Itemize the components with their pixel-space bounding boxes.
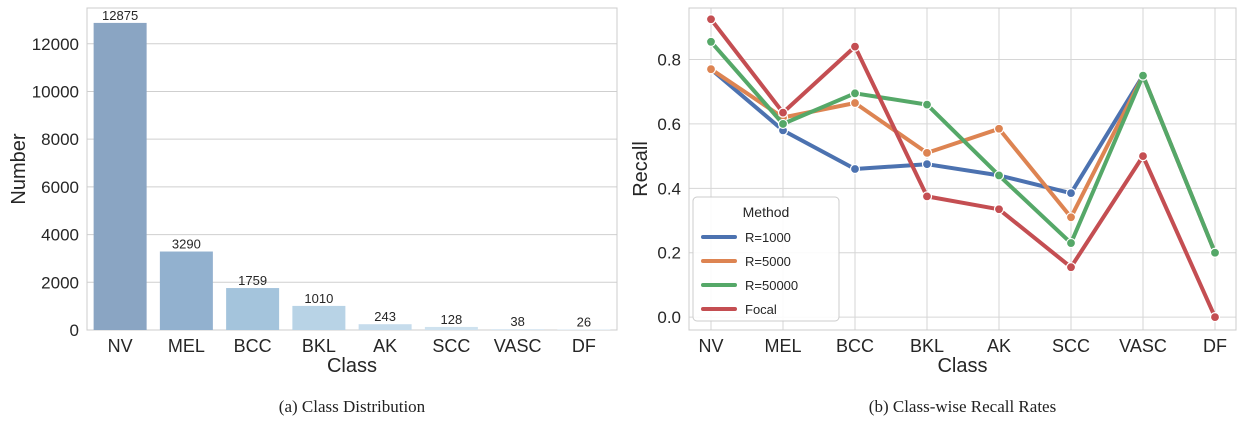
data-point [777,107,789,118]
data-point [849,41,861,52]
y-tick-label: 0.6 [657,115,681,134]
y-tick-label: 0.2 [657,244,681,263]
y-tick-label: 0 [70,321,79,340]
y-tick-label: 6000 [41,178,79,197]
x-axis-label: Class [937,355,987,377]
x-tick-label: NV [698,336,723,356]
data-point [993,204,1005,215]
data-point [1209,312,1221,323]
x-tick-label: DF [572,336,596,356]
bar-value-label: 3290 [172,237,201,252]
plot-frame [86,7,618,331]
data-point [1065,212,1077,223]
series-line [709,39,1217,255]
data-point [921,191,933,202]
data-point [849,97,861,109]
data-point [921,147,933,158]
data-point [705,64,717,75]
x-tick-label: AK [373,336,397,356]
bar [159,251,213,330]
data-point [1065,262,1077,273]
data-point [1065,188,1077,199]
x-tick-label: MEL [764,336,801,356]
y-axis-label: Recall [630,141,652,197]
bar-value-label: 1759 [238,273,267,288]
y-tick-label: 10000 [32,82,79,101]
class-distribution-chart: 0 2000 4000 6000 8000 10000 12000 12875 NV 3290 ME… [8,7,618,416]
x-tick-label: VASC [1119,336,1167,356]
bar [292,305,346,330]
x-tick-label: VASC [494,336,542,356]
x-tick-label: SCC [432,336,470,356]
bar [557,329,611,330]
data-point [1209,247,1221,258]
data-point [993,170,1005,181]
legend-entry: R=5000 [745,254,791,269]
x-tick-label: MEL [168,336,205,356]
data-point [1137,151,1149,162]
y-tick-label: 8000 [41,130,79,149]
x-tick-label: NV [108,336,133,356]
data-point [921,159,933,170]
x-tick-label: BKL [302,336,336,356]
y-tick-label: 0.8 [657,51,681,70]
x-tick-label: BCC [836,336,874,356]
plot-frame [688,7,1237,331]
data-point [705,14,717,25]
y-tick-label: 0.4 [657,179,681,198]
y-tick-label: 12000 [32,35,79,54]
bar-value-label: 26 [577,314,591,329]
bar [358,324,412,330]
legend-title: Method [743,204,790,220]
y-tick-label: 0.0 [657,308,681,327]
x-tick-label: BCC [234,336,272,356]
series-line [709,17,1217,320]
data-point [705,36,717,47]
data-point [777,118,789,130]
data-point [1137,70,1149,81]
data-point [849,88,861,99]
x-tick-label: SCC [1052,336,1090,356]
x-tick-label: AK [987,336,1011,356]
data-point [993,123,1005,134]
bar [491,329,545,330]
y-axis-label: Number [8,133,30,204]
legend-entry: R=1000 [745,230,791,245]
bar-value-label: 128 [441,312,463,327]
y-tick-label: 2000 [41,273,79,292]
x-tick-label: DF [1203,336,1227,356]
bar-value-label: 243 [374,309,396,324]
bar-value-label: 12875 [102,8,138,23]
chart-caption: (a) Class Distribution [279,397,426,416]
legend-box [692,196,840,322]
chart-caption: (b) Class-wise Recall Rates [869,397,1056,416]
data-point [1065,237,1077,249]
bar-value-label: 38 [510,314,524,329]
legend-entry: R=50000 [745,278,798,293]
bar-value-label: 1010 [304,291,333,306]
recall-rates-chart: 0.0 0.2 0.4 0.6 0.8 NV MEL BCC BKL AK SCC VASC DF Met… [630,7,1237,416]
data-point [921,99,933,110]
bar [424,326,478,330]
legend-entry: Focal [745,302,777,317]
x-tick-label: BKL [910,336,944,356]
x-axis-label: Class [327,355,377,377]
data-point [849,163,861,175]
y-tick-label: 4000 [41,226,79,245]
bar [93,22,147,330]
bar [226,288,280,330]
